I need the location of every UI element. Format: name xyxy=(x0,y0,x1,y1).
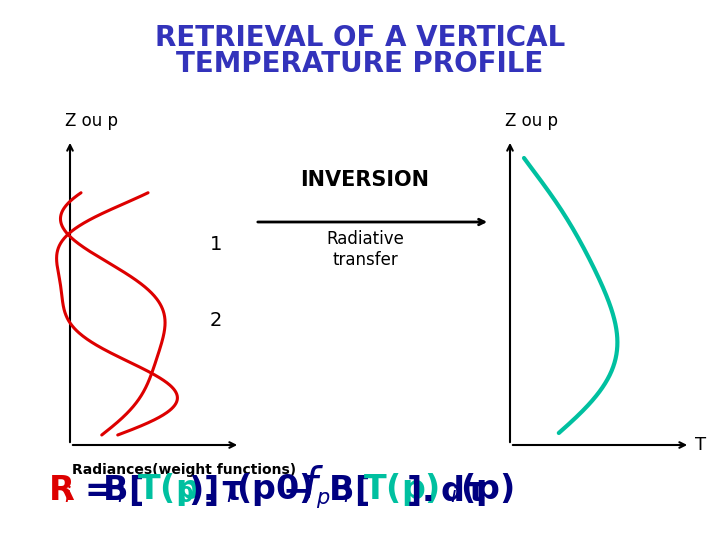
Text: Radiances(weight functions): Radiances(weight functions) xyxy=(72,463,296,477)
Text: $\mathbf{\mathit{i}}$: $\mathbf{\mathit{i}}$ xyxy=(450,486,458,506)
Text: $\mathbf{B}$: $\mathbf{B}$ xyxy=(102,474,127,507)
Text: $\mathbf{].d\tau}$: $\mathbf{].d\tau}$ xyxy=(406,472,487,508)
Text: $\mathit{p}$: $\mathit{p}$ xyxy=(316,490,330,510)
Text: $\mathbf{B}$: $\mathbf{B}$ xyxy=(328,474,353,507)
Text: INVERSION: INVERSION xyxy=(300,170,430,190)
Text: $\mathbf{[}$: $\mathbf{[}$ xyxy=(128,472,143,508)
Text: Z ou p: Z ou p xyxy=(65,112,118,130)
Text: $\mathbf{(p)}$: $\mathbf{(p)}$ xyxy=(460,471,513,509)
Text: $\mathbf{.\tau}$: $\mathbf{.\tau}$ xyxy=(202,474,243,507)
Text: $\mathbf{(p0)}$: $\mathbf{(p0)}$ xyxy=(236,471,312,509)
Text: $\mathbf{)]}$: $\mathbf{)]}$ xyxy=(188,472,217,508)
Text: $\mathbf{T(p)}$: $\mathbf{T(p)}$ xyxy=(363,471,439,509)
Text: 2: 2 xyxy=(210,310,222,329)
Text: $\mathbf{\mathit{i}}$: $\mathbf{\mathit{i}}$ xyxy=(64,486,72,506)
Text: $\mathbf{T(p}$: $\mathbf{T(p}$ xyxy=(137,471,199,509)
Text: $\mathit{f}$: $\mathit{f}$ xyxy=(302,465,324,507)
Text: $\mathbf{[}$: $\mathbf{[}$ xyxy=(354,472,369,508)
Text: $\mathbf{\mathit{i}}$: $\mathbf{\mathit{i}}$ xyxy=(343,486,351,506)
Text: $\mathbf{R}$: $\mathbf{R}$ xyxy=(48,474,75,507)
Text: $\mathbf{\mathit{i}}$: $\mathbf{\mathit{i}}$ xyxy=(226,486,234,506)
Text: $\mathbf{-}$: $\mathbf{-}$ xyxy=(282,474,308,507)
Text: Z ou p: Z ou p xyxy=(505,112,558,130)
Text: 1: 1 xyxy=(210,235,222,254)
Text: $\mathbf{0}$: $\mathbf{0}$ xyxy=(178,486,194,506)
Text: Radiative
transfer: Radiative transfer xyxy=(326,230,404,269)
Text: $\mathbf{=}$: $\mathbf{=}$ xyxy=(78,474,111,507)
Text: TEMPERATURE PROFILE: TEMPERATURE PROFILE xyxy=(176,50,544,78)
Text: $\mathbf{\mathit{i}}$: $\mathbf{\mathit{i}}$ xyxy=(117,486,125,506)
Text: T: T xyxy=(695,436,706,454)
Text: RETRIEVAL OF A VERTICAL: RETRIEVAL OF A VERTICAL xyxy=(155,24,565,52)
